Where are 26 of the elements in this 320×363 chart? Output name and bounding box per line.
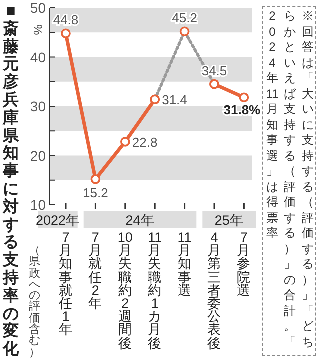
text: 2022年 [36,213,80,228]
y-tick-label: 50 [30,0,46,16]
y-tick-label: 40 [30,49,46,66]
x-tick-label: 7月知事就任1年 [58,230,74,338]
text: 25年 [214,213,244,228]
y-axis-title: % [31,24,45,36]
text: 24年 [126,213,155,228]
data-label: 44.8 [53,12,79,28]
y-tick-label: 10 [30,197,46,213]
chart-title: ■斎藤元彦兵庫県知事に対する支持率の変化 [3,3,19,358]
y-tick-label: 20 [30,148,46,164]
data-label: 22.8 [132,134,158,150]
x-tick-label: 7月参院選 [236,230,252,298]
text: ※回答は「大いに支持する（評価する）」「どちらかといえば支持する（評価する）」の合計。「2024年11月知事選」は得票率 [266,9,314,348]
data-label: 34.5 [202,63,228,78]
y-tick-label: 30 [30,98,46,114]
data-label: 45.2 [172,10,198,26]
data-label: 15.2 [83,185,108,200]
category-label: 10月失職約2週間後 [118,230,133,351]
category-label: 4月第三者委公表後 [208,230,222,351]
x-tick-label: 11月知事選 [176,230,193,298]
x-tick-label: 7月就任2年 [88,230,104,312]
category-label: 11月失職約1カ月後 [148,230,162,351]
text: （県政への評価含む） [29,245,41,359]
data-label: 31.8% [224,102,262,118]
data-label: 31.4 [162,92,188,108]
